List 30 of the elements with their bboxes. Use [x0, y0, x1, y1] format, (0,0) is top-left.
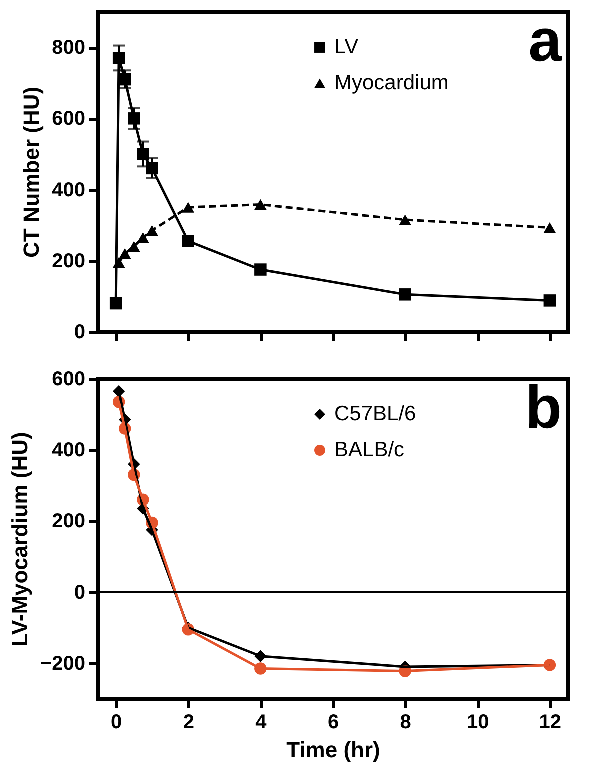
y-tick-label: 200 — [52, 250, 86, 272]
y-axis-title: CT Number (HU) — [19, 86, 44, 258]
legend-label: LV — [334, 36, 359, 58]
y-tick-label: 0 — [74, 582, 86, 604]
point — [399, 214, 412, 226]
y-tick-label: 600 — [52, 108, 86, 130]
x-tick-label: 4 — [256, 712, 268, 734]
legend-label: BALB/c — [334, 438, 405, 462]
annotation: a — [528, 7, 563, 74]
x-tick-label: 8 — [400, 712, 412, 734]
point — [544, 294, 556, 307]
y-axis-title: LV-Myocardium (HU) — [7, 432, 32, 647]
y-tick-label: 0 — [74, 322, 86, 344]
y-tick-label: 800 — [52, 37, 86, 60]
y-tick-label: −200 — [40, 652, 86, 675]
x-tick-label: 10 — [466, 712, 490, 734]
x-tick-label: 6 — [328, 712, 340, 734]
legend-label: Myocardium — [334, 72, 449, 94]
x-tick-label: 2 — [183, 712, 194, 734]
x-tick-label: 12 — [539, 712, 562, 734]
legend-label: C57BL/6 — [334, 402, 416, 426]
point — [544, 222, 556, 234]
y-tick-label: 400 — [52, 440, 86, 462]
x-axis-title: Time (hr) — [286, 738, 380, 762]
y-tick-label: 400 — [52, 179, 86, 202]
y-tick-label: 200 — [52, 510, 86, 533]
point — [254, 199, 267, 210]
y-tick-label: 600 — [52, 368, 86, 390]
annotation: b — [525, 374, 562, 441]
x-tick-label: 0 — [111, 712, 122, 734]
